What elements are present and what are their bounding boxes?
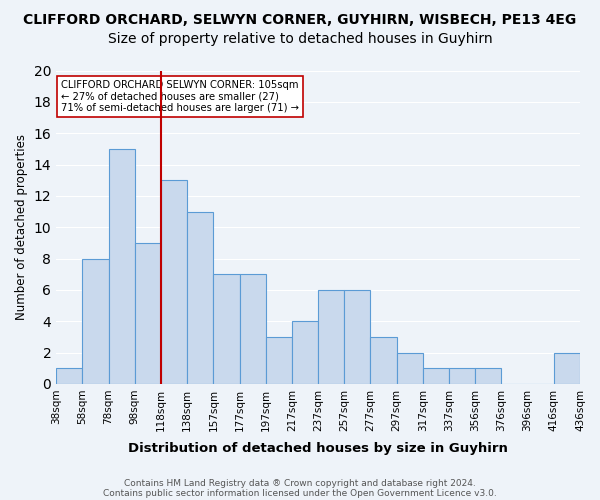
- Bar: [318, 290, 344, 384]
- Bar: [187, 212, 214, 384]
- Text: Contains public sector information licensed under the Open Government Licence v3: Contains public sector information licen…: [103, 488, 497, 498]
- Text: CLIFFORD ORCHARD, SELWYN CORNER, GUYHIRN, WISBECH, PE13 4EG: CLIFFORD ORCHARD, SELWYN CORNER, GUYHIRN…: [23, 12, 577, 26]
- Bar: [370, 337, 397, 384]
- Bar: [56, 368, 82, 384]
- Bar: [82, 258, 109, 384]
- Bar: [554, 352, 580, 384]
- Text: Size of property relative to detached houses in Guyhirn: Size of property relative to detached ho…: [107, 32, 493, 46]
- Y-axis label: Number of detached properties: Number of detached properties: [15, 134, 28, 320]
- Bar: [449, 368, 475, 384]
- Bar: [423, 368, 449, 384]
- Bar: [239, 274, 266, 384]
- Text: Contains HM Land Registry data ® Crown copyright and database right 2024.: Contains HM Land Registry data ® Crown c…: [124, 478, 476, 488]
- Bar: [161, 180, 187, 384]
- Bar: [344, 290, 370, 384]
- Bar: [214, 274, 239, 384]
- Bar: [266, 337, 292, 384]
- Bar: [397, 352, 423, 384]
- X-axis label: Distribution of detached houses by size in Guyhirn: Distribution of detached houses by size …: [128, 442, 508, 455]
- Bar: [475, 368, 502, 384]
- Bar: [292, 321, 318, 384]
- Text: CLIFFORD ORCHARD SELWYN CORNER: 105sqm
← 27% of detached houses are smaller (27): CLIFFORD ORCHARD SELWYN CORNER: 105sqm ←…: [61, 80, 299, 113]
- Bar: [135, 243, 161, 384]
- Bar: [109, 149, 135, 384]
